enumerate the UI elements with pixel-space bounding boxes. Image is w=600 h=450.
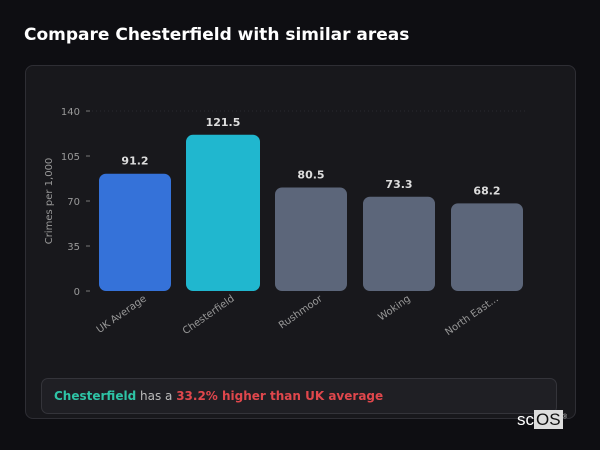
data-label: 68.2 xyxy=(473,184,500,197)
data-label: 80.5 xyxy=(297,169,324,182)
y-tick-label: 105 xyxy=(61,152,80,163)
data-label: 91.2 xyxy=(121,155,148,168)
y-tick-label: 35 xyxy=(67,242,80,253)
bar-woking xyxy=(363,196,435,291)
x-tick-label: Chesterfield xyxy=(181,293,237,337)
x-tick-label: Rushmoor xyxy=(277,293,325,331)
logo-mark: ® xyxy=(562,414,567,421)
comparison-value: 33.2% higher than UK average xyxy=(176,389,384,403)
x-tick-label: UK Average xyxy=(95,293,149,335)
bar-chesterfield xyxy=(186,134,260,291)
logo-text-os: OS xyxy=(534,410,563,429)
y-tick-label: 0 xyxy=(74,287,80,298)
area-name: Chesterfield xyxy=(54,389,137,403)
bar-uk-average xyxy=(99,173,171,291)
y-axis-label: Crimes per 1,000 xyxy=(44,158,55,245)
bar-rushmoor xyxy=(275,187,347,291)
x-tick-label: Woking xyxy=(376,293,412,323)
y-tick-label: 140 xyxy=(61,107,80,118)
summary-connector: has a xyxy=(136,389,177,403)
scos-logo: sc OS ® xyxy=(517,410,567,430)
data-label: 73.3 xyxy=(385,178,412,191)
x-tick-label: North East... xyxy=(443,293,500,338)
y-tick-label: 70 xyxy=(67,197,80,208)
bar-north-east- xyxy=(451,203,523,291)
comparison-summary: Chesterfield has a 33.2% higher than UK … xyxy=(41,378,557,414)
data-label: 121.5 xyxy=(206,116,241,129)
page-title: Compare Chesterfield with similar areas xyxy=(24,25,410,45)
logo-text: sc xyxy=(517,410,534,429)
